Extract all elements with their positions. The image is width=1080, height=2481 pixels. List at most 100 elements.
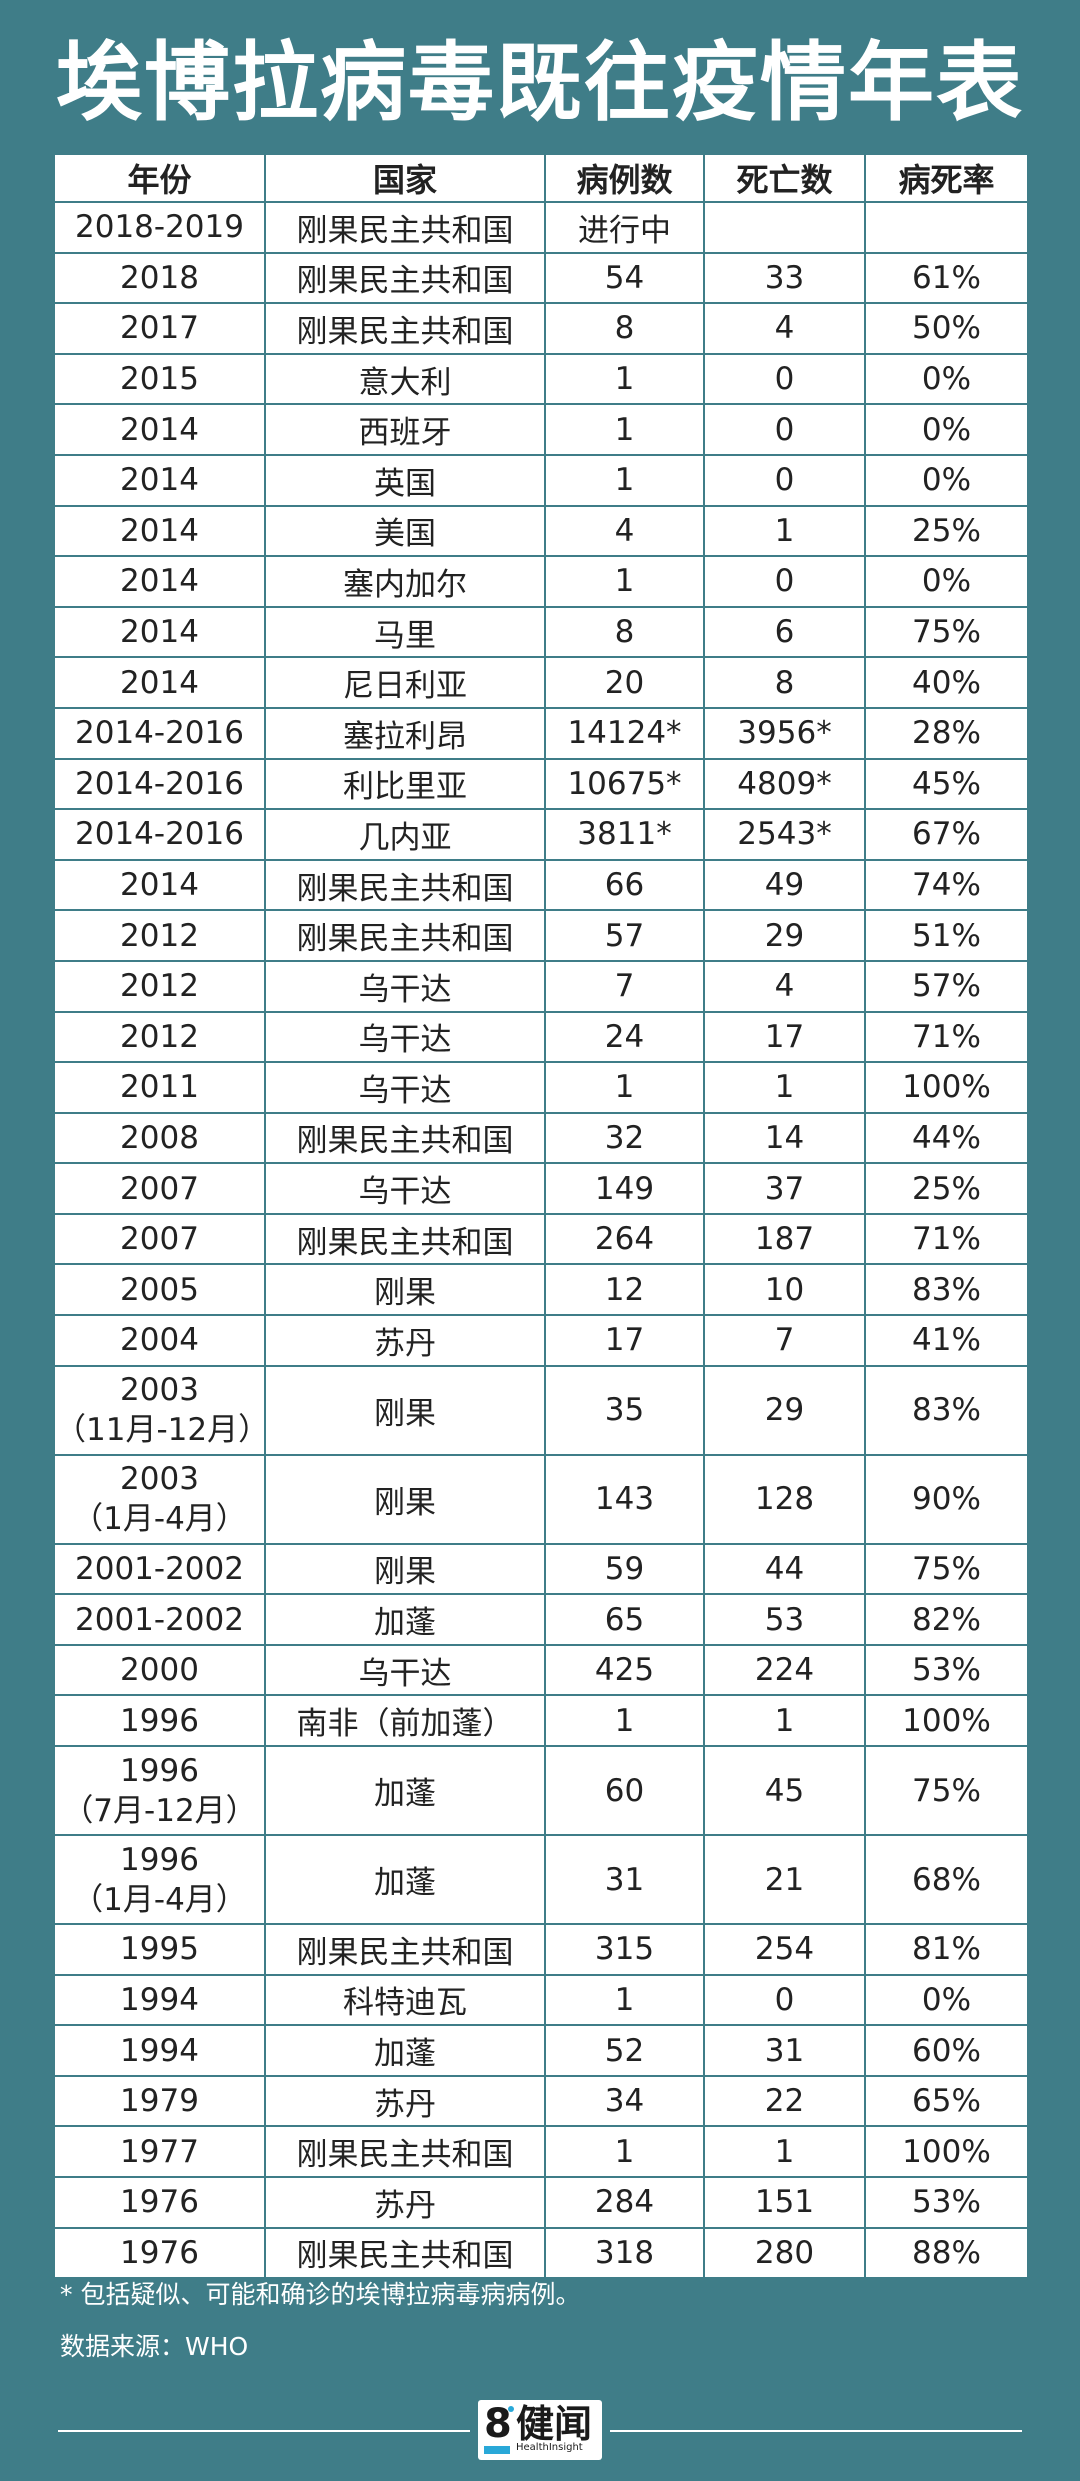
header-cases: 病例数 [544,153,705,203]
cell-deaths: 1 [703,1694,866,1748]
cell-country: 刚果民主共和国 [264,1212,546,1266]
cell-fatality-rate: 53% [864,1643,1029,1697]
year-text: 2008 [120,1119,199,1156]
table-row: 2014 塞内加尔 1 0 0% [53,555,1029,608]
year-text: 2014-2016 [75,715,244,752]
cell-fatality-rate: 41% [864,1314,1029,1367]
cell-cases: 17 [544,1314,705,1367]
cell-cases: 1 [544,2125,705,2178]
cell-fatality-rate: 75% [864,605,1029,659]
cell-cases: 264 [544,1212,705,1266]
year-text: 1996 [120,1752,199,1789]
year-text: 1994 [120,2032,199,2069]
cell-country: 刚果民主共和国 [264,2226,546,2280]
cell-year: 2005 [53,1263,266,1317]
year-text: 2001-2002 [75,1550,244,1587]
cell-fatality-rate: 28% [864,706,1029,760]
cell-year: 2014 [53,656,266,709]
logo-name-en: HealthInsight [516,2442,583,2453]
table-row: 1994 科特迪瓦 1 0 0% [53,1973,1029,2027]
cell-year: 2007 [53,1162,266,1215]
year-text: 1996 [120,1841,199,1878]
cell-deaths: 1 [703,2125,866,2178]
cell-cases: 24 [544,1010,705,1064]
cell-cases: 进行中 [544,201,705,254]
cell-year: 2018 [53,251,266,305]
table-row: 2012 乌干达 7 4 57% [53,959,1029,1013]
cell-country: 刚果民主共和国 [264,1111,546,1165]
cell-year: 2001-2002 [53,1593,266,1646]
year-text: 2014 [120,563,199,600]
table-row: 2003 （11月-12月） 刚果 35 29 83% [53,1364,1029,1456]
cell-year: 1996 [53,1694,266,1748]
table-row: 2014 刚果民主共和国 66 49 74% [53,858,1029,912]
cell-cases: 14124* [544,706,705,760]
healthinsight-logo: 8 健闻 HealthInsight [478,2400,602,2460]
cell-country: 刚果民主共和国 [264,2125,546,2178]
table-row: 1977 刚果民主共和国 1 1 100% [53,2125,1029,2178]
cell-deaths: 0 [703,555,866,608]
cell-deaths: 4809* [703,757,866,811]
year-text: 1977 [120,2133,199,2170]
table-row: 2014 马里 8 6 75% [53,605,1029,659]
cell-cases: 35 [544,1364,705,1456]
year-text: 2007 [120,1221,199,1258]
table-row: 2000 乌干达 425 224 53% [53,1643,1029,1697]
table-row: 2014-2016 利比里亚 10675* 4809* 45% [53,757,1029,811]
table-row: 2018 刚果民主共和国 54 33 61% [53,251,1029,305]
cell-fatality-rate: 90% [864,1453,1029,1545]
table-row: 2007 刚果民主共和国 264 187 71% [53,1212,1029,1266]
cell-deaths [703,201,866,254]
cell-fatality-rate: 74% [864,858,1029,912]
logo-number: 8 [484,2401,512,2447]
cell-cases: 425 [544,1643,705,1697]
cell-country: 刚果民主共和国 [264,302,546,355]
divider-right [610,2430,1022,2432]
cell-deaths: 37 [703,1162,866,1215]
cell-cases: 31 [544,1834,705,1926]
cell-cases: 57 [544,909,705,962]
year-text: 1976 [120,2234,199,2271]
cell-cases: 1 [544,1973,705,2027]
table-row: 1996 （1月-4月） 加蓬 31 21 68% [53,1834,1029,1926]
cell-deaths: 21 [703,1834,866,1926]
cell-country: 刚果 [264,1542,546,1596]
table-body: 2018-2019 刚果民主共和国 进行中 2018 刚果民主共和国 54 33 61% 201… [53,201,1029,2280]
page-title: 埃博拉病毒既往疫情年表 [56,33,1024,133]
year-period-text: （1月-4月） [72,1501,247,1538]
cell-fatality-rate: 65% [864,2074,1029,2128]
cell-cases: 52 [544,2024,705,2077]
cell-fatality-rate: 83% [864,1263,1029,1317]
header-fatality-rate: 病死率 [864,153,1029,203]
year-text: 2014-2016 [75,816,244,853]
cell-deaths: 29 [703,1364,866,1456]
cell-fatality-rate: 25% [864,504,1029,558]
cell-fatality-rate: 81% [864,1923,1029,1976]
cell-year: 2001-2002 [53,1542,266,1596]
year-text: 2014 [120,512,199,549]
year-text: 1995 [120,1931,199,1968]
table-row: 1994 加蓬 52 31 60% [53,2024,1029,2077]
year-text: 2005 [120,1271,199,1308]
cell-cases: 149 [544,1162,705,1215]
cell-year: 1976 [53,2176,266,2229]
table-row: 2014 英国 1 0 0% [53,453,1029,507]
cell-country: 苏丹 [264,2176,546,2229]
cell-fatality-rate: 0% [864,453,1029,507]
cell-fatality-rate: 25% [864,1162,1029,1215]
cell-deaths: 53 [703,1593,866,1646]
year-text: 2014 [120,614,199,651]
table-row: 2014-2016 几内亚 3811* 2543* 67% [53,808,1029,861]
cell-year: 1996 （7月-12月） [53,1745,266,1837]
year-text: 2018 [120,259,199,296]
cell-cases: 1 [544,1694,705,1748]
cell-year: 2014 [53,555,266,608]
cell-year: 2014-2016 [53,706,266,760]
cell-cases: 284 [544,2176,705,2229]
cell-fatality-rate: 75% [864,1745,1029,1837]
cell-deaths: 224 [703,1643,866,1697]
header-deaths: 死亡数 [703,153,866,203]
year-text: 2012 [120,917,199,954]
footnote: * 包括疑似、可能和确诊的埃博拉病毒病病例。 [60,2280,581,2309]
cell-fatality-rate: 71% [864,1010,1029,1064]
